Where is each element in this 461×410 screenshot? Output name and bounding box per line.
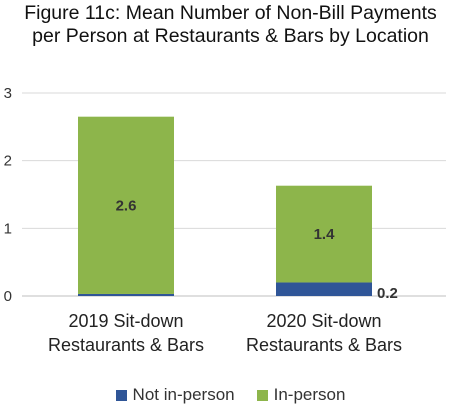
category-label-1-line-0: 2020 Sit-down [266, 311, 381, 331]
chart-title-line-1: Figure 11c: Mean Number of Non-Bill Paym… [24, 2, 437, 24]
y-tick-label: 2 [4, 153, 12, 170]
y-tick-label: 3 [4, 85, 12, 102]
category-label-0-line-1: Restaurants & Bars [48, 335, 204, 355]
legend-label-in-person: In-person [273, 385, 346, 404]
category-label-1-line-1: Restaurants & Bars [246, 335, 402, 355]
bar-in-person-0 [78, 116, 174, 294]
chart-title: Figure 11c: Mean Number of Non-Bill Paym… [0, 2, 461, 48]
data-labels: 2.6 0.2 1.4 [116, 197, 398, 302]
category-label-0-line-0: 2019 Sit-down [68, 311, 183, 331]
legend-item-not-in-person: Not in-person [115, 385, 235, 405]
legend: Not in-person In-person [0, 385, 461, 405]
y-tick-label: 1 [4, 220, 12, 237]
x-axis-categories: 2019 Sit-down Restaurants & Bars 2020 Sit-… [48, 311, 402, 355]
data-label-in-person-1: 1.4 [314, 226, 336, 243]
data-label-not-in-person-1: 0.2 [377, 285, 398, 302]
legend-label-not-in-person: Not in-person [132, 385, 235, 404]
bar-not-in-person-1 [276, 282, 372, 296]
chart-plot: 0 1 2 3 2.6 0.2 1.4 2019 Sit-down Restaurants … [4, 85, 446, 355]
bar-not-in-person-0 [78, 293, 174, 296]
legend-swatch-not-in-person [115, 389, 127, 401]
bars [78, 116, 372, 296]
y-axis-ticks: 0 1 2 3 [4, 85, 12, 305]
bar-in-person-1 [276, 185, 372, 283]
chart-title-line-2: per Person at Restaurants & Bars by Loca… [32, 25, 429, 47]
legend-item-in-person: In-person [256, 385, 346, 405]
y-tick-label: 0 [4, 288, 12, 305]
data-label-in-person-0: 2.6 [116, 197, 137, 214]
legend-swatch-in-person [256, 389, 268, 401]
